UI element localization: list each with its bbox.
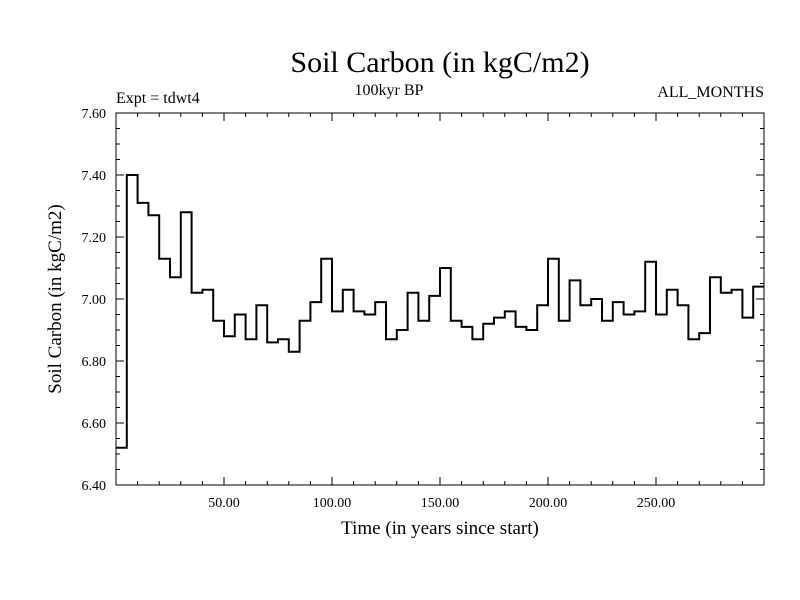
x-tick-label: 200.00 (529, 496, 568, 511)
chart-subtitle-period: 100kyr BP (355, 82, 424, 99)
axis-ticks (116, 112, 764, 486)
y-tick-labels: 6.40 6.60 6.80 7.00 7.20 7.40 7.60 (82, 107, 107, 494)
chart-subtitle-months: ALL_MONTHS (657, 84, 764, 101)
y-tick-label: 7.60 (82, 107, 107, 122)
y-tick-label: 7.40 (82, 169, 107, 184)
x-tick-label: 50.00 (208, 496, 240, 511)
x-axis-label: Time (in years since start) (341, 518, 539, 539)
y-tick-label: 7.20 (82, 231, 107, 246)
y-tick-label: 7.00 (82, 293, 107, 308)
y-axis-label: Soil Carbon (in kgC/m2) (45, 204, 66, 393)
y-tick-label: 6.40 (82, 479, 107, 494)
plot-frame (115, 112, 765, 486)
y-tick-label: 6.60 (82, 417, 107, 432)
series-line (116, 174, 764, 449)
x-tick-labels: 50.00 100.00 150.00 200.00 250.00 (208, 496, 675, 511)
chart-title: Soil Carbon (in kgC/m2) (290, 46, 589, 79)
x-tick-label: 150.00 (421, 496, 460, 511)
chart-subtitle-experiment: Expt = tdwt4 (116, 90, 200, 107)
x-tick-label: 250.00 (637, 496, 676, 511)
x-tick-label: 100.00 (313, 496, 352, 511)
y-tick-label: 6.80 (82, 355, 107, 370)
